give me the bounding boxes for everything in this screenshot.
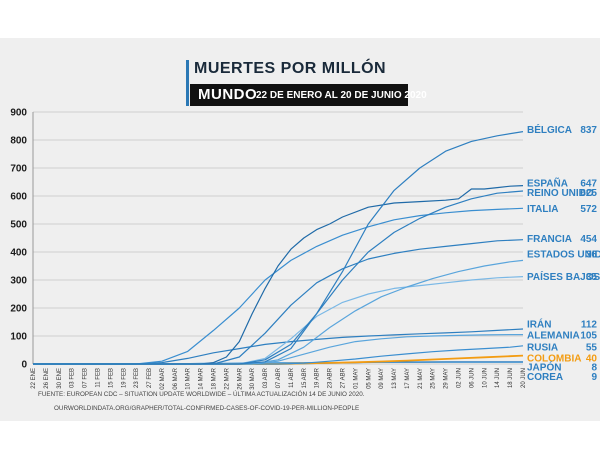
x-tick-label: 10 JUN [482,368,488,388]
x-tick-label: 29 MAY [444,368,450,389]
y-tick-label: 700 [10,164,27,175]
x-tick-label: 18 JUN [508,368,514,388]
x-axis: 22 ENE 26 ENE 30 ENE 03 FEB 07 FEB 11 FEB 15 F… [31,367,527,389]
x-tick-label: 09 MAY [379,368,385,389]
x-tick-label: 14 JUN [495,368,501,388]
subtitle-main: MUNDO [198,86,258,103]
x-tick-label: 19 FEB [121,368,127,388]
series-label: REINO UNIDO [527,188,594,199]
x-tick-label: 27 ABR [340,367,346,388]
x-tick-label: 19 ABR [315,367,321,388]
x-tick-label: 14 MAR [199,367,205,389]
y-tick-label: 900 [10,108,27,119]
series-line-estados-unidos [33,259,524,365]
x-tick-label: 05 MAY [366,368,372,389]
y-tick-label: 500 [10,220,27,231]
series-line-españa [33,185,524,365]
x-tick-label: 26 ENE [44,368,50,389]
series-value-label: 112 [581,320,598,331]
x-tick-label: 11 FEB [95,368,101,388]
x-tick-label: 23 FEB [134,368,140,388]
series-label: COLOMBIA [527,353,581,364]
series-line-irán [33,328,524,365]
x-tick-label: 07 FEB [83,368,89,388]
series-line-alemania [33,334,523,365]
x-tick-label: 18 MAR [212,367,218,389]
x-tick-label: 17 MAY [405,368,411,389]
series-label: JAPÓN [527,360,561,373]
series-label: RUSIA [527,343,558,354]
x-tick-label: 15 ABR [302,367,308,388]
series-value-label: 35 [586,272,598,283]
x-tick-label: 22 ENE [31,368,37,389]
series-line-rusia [33,345,524,365]
series-value-label: 647 [580,178,597,189]
series-label: BÉLGICA [527,123,572,136]
title-accent-bar [186,60,189,106]
grid [32,111,523,365]
series-line-bélgica [33,131,524,365]
x-tick-label: 23 ABR [328,367,334,388]
source-line-1: FUENTE: EUROPEAN CDC – SITUATION UPDATE … [38,389,365,398]
series-label: ESPAÑA [527,176,568,189]
series-line-francia [33,239,524,365]
x-tick-label: 02 MAR [160,367,166,389]
x-tick-label: 06 MAR [173,367,179,389]
series-label: ITALIA [527,204,558,215]
x-tick-label: 25 MAY [431,368,437,389]
series-value-label: 625 [580,188,597,199]
subtitle-box: MUNDO 22 DE ENERO AL 20 DE JUNIO 2020 [190,84,427,106]
y-tick-label: 400 [10,248,27,259]
series-value-label: 105 [580,331,597,342]
x-tick-label: 22 MAR [224,367,230,389]
y-tick-label: 200 [10,304,27,315]
y-tick-label: 0 [21,360,27,371]
series-label: IRÁN [527,318,551,331]
subtitle-range: 22 DE ENERO AL 20 DE JUNIO 2020 [256,90,427,101]
series-line-países-bajos [33,276,524,365]
x-tick-label: 03 FEB [70,368,76,388]
x-tick-label: 21 MAY [418,368,424,389]
y-tick-label: 100 [10,332,27,343]
source-line-2: OURWORLDINDATA.ORG/GRAPHER/TOTAL-CONFIRM… [54,405,359,412]
x-tick-label: 13 MAY [392,368,398,389]
x-tick-label: 30 MAR [250,367,256,389]
series-value-label: 837 [580,125,597,136]
x-tick-label: 07 ABR [276,367,282,388]
series-value-label: 55 [586,343,598,354]
series-label: ALEMANIA [527,331,580,342]
y-axis: 0 100 200 300 400 500 600 700 800 900 [10,108,27,371]
x-tick-label: 06 JUN [469,368,475,388]
series-label: PAÍSES BAJOS [527,270,600,283]
x-tick-label: 11 ABR [289,367,295,388]
series-value-label: 40 [586,353,598,364]
y-tick-label: 600 [10,192,27,203]
series-label: FRANCIA [527,234,572,245]
series-lines [33,131,524,365]
x-tick-label: 27 FEB [147,368,153,388]
series-line-reino-unido [33,190,524,365]
series-value-label: 36 [586,249,598,260]
series-line-italia [33,207,524,365]
x-tick-label: 20 JUN [521,368,527,388]
series-label: COREA [527,372,563,383]
chart-title: MUERTES POR MILLÓN [194,60,387,77]
x-tick-label: 30 ENE [57,368,63,389]
series-value-label: 8 [591,362,597,373]
x-tick-label: 03 ABR [263,367,269,388]
x-tick-label: 10 MAR [186,367,192,389]
x-tick-label: 02 JUN [457,368,463,388]
series-value-label: 572 [580,204,597,215]
x-tick-label: 26 MAR [237,367,243,389]
series-value-label: 9 [591,372,597,383]
x-tick-label: 01 MAY [353,368,359,389]
series-label: ESTADOS UNIDOS [527,249,600,260]
series-value-label: 454 [580,234,597,245]
y-tick-label: 300 [10,276,27,287]
y-tick-label: 800 [10,136,27,147]
x-tick-label: 15 FEB [108,368,114,388]
